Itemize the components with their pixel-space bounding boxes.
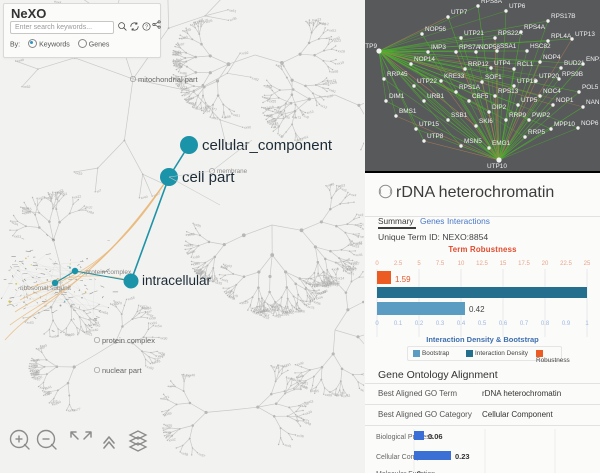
svg-text:0.5: 0.5 [478, 321, 487, 327]
svg-text:UTP4: UTP4 [494, 60, 511, 67]
svg-text:0.3: 0.3 [436, 321, 445, 327]
svg-text:RRP5: RRP5 [528, 129, 545, 136]
svg-text:12.5: 12.5 [476, 261, 488, 267]
svg-text:0.8: 0.8 [541, 321, 550, 327]
svg-text:POL5: POL5 [582, 84, 599, 91]
svg-text:NAN1: NAN1 [586, 99, 600, 106]
svg-text:Biological Process: Biological Process [376, 434, 434, 441]
svg-text:DIM1: DIM1 [389, 93, 405, 100]
svg-text:15: 15 [500, 261, 507, 267]
svg-text:IMP3: IMP3 [431, 44, 446, 51]
svg-text:UTP7: UTP7 [451, 9, 468, 16]
svg-text:...protein complex: ...protein complex [80, 269, 132, 276]
svg-text:EMG1: EMG1 [492, 140, 511, 147]
svg-text:UTP6: UTP6 [509, 3, 526, 10]
svg-text:MPP10: MPP10 [554, 121, 575, 128]
svg-text:NOP4: NOP4 [543, 54, 561, 61]
svg-text:UTP20: UTP20 [539, 73, 559, 80]
svg-text:CBF5: CBF5 [472, 93, 489, 100]
svg-text:7.5: 7.5 [436, 261, 445, 267]
svg-text:NOC4: NOC4 [543, 88, 561, 95]
svg-text:RPS1A: RPS1A [459, 84, 481, 91]
svg-text:SOF1: SOF1 [485, 74, 502, 81]
svg-text:nuclear part: nuclear part [102, 366, 143, 375]
svg-text:membrane: membrane [217, 168, 248, 175]
svg-text:0.2: 0.2 [415, 321, 424, 327]
svg-text:UTP13: UTP13 [575, 31, 595, 38]
svg-text:25: 25 [584, 261, 591, 267]
svg-text:10: 10 [458, 261, 465, 267]
svg-text:RPS4A: RPS4A [524, 24, 546, 31]
svg-text:SSB1: SSB1 [451, 112, 468, 119]
svg-text:0.23: 0.23 [455, 452, 470, 461]
svg-text:PWP2: PWP2 [532, 112, 551, 119]
svg-text:UTP15: UTP15 [419, 121, 439, 128]
svg-text:0.1: 0.1 [394, 321, 403, 327]
svg-text:NOP6: NOP6 [581, 120, 599, 127]
svg-text:0.42: 0.42 [469, 305, 485, 314]
svg-text:RRP9: RRP9 [509, 112, 526, 119]
svg-text:UTP21: UTP21 [464, 30, 484, 37]
svg-text:RPS17B: RPS17B [551, 13, 576, 20]
svg-text:RRP45: RRP45 [387, 71, 408, 78]
svg-text:5: 5 [417, 261, 421, 267]
svg-text:RPS8A: RPS8A [481, 0, 503, 5]
svg-text:SKI6: SKI6 [479, 118, 493, 125]
svg-text:0.6: 0.6 [499, 321, 508, 327]
svg-text:NOP14: NOP14 [414, 56, 435, 63]
svg-text:ENP1: ENP1 [586, 56, 600, 63]
svg-text:DIP2: DIP2 [492, 104, 507, 111]
svg-text:BMS1: BMS1 [399, 108, 417, 115]
svg-text:NOP56: NOP56 [425, 26, 446, 33]
svg-text:URB1: URB1 [427, 93, 444, 100]
svg-text:2.5: 2.5 [394, 261, 403, 267]
svg-text:0.9: 0.9 [562, 321, 571, 327]
svg-text:22.5: 22.5 [560, 261, 572, 267]
svg-text:intracellular: intracellular [142, 273, 212, 288]
svg-text:RPL4A: RPL4A [551, 33, 572, 40]
svg-text:UTP8: UTP8 [427, 133, 444, 140]
svg-text:protein complex: protein complex [102, 336, 155, 345]
svg-text:SSA1: SSA1 [500, 43, 517, 50]
svg-text:RPS7A: RPS7A [459, 44, 481, 51]
svg-text:0.06: 0.06 [428, 432, 443, 441]
svg-text:cellular_component: cellular_component [202, 137, 333, 154]
svg-text:RCL1: RCL1 [517, 61, 534, 68]
svg-text:KRE33: KRE33 [444, 73, 465, 80]
svg-text:UTP5: UTP5 [521, 97, 538, 104]
svg-text:RPS13: RPS13 [498, 88, 519, 95]
svg-text:RPS22A: RPS22A [498, 30, 523, 37]
svg-text:1: 1 [585, 321, 589, 327]
svg-text:ribosomal subunit: ribosomal subunit [20, 285, 71, 292]
svg-text:0: 0 [375, 261, 379, 267]
svg-text:0.7: 0.7 [520, 321, 529, 327]
svg-text:UTP10: UTP10 [487, 163, 507, 170]
svg-text:NOP1: NOP1 [556, 97, 574, 104]
svg-text:UTP22: UTP22 [417, 78, 437, 85]
svg-text:0: 0 [375, 321, 379, 327]
svg-text:20: 20 [542, 261, 549, 267]
svg-text:0.4: 0.4 [457, 321, 466, 327]
svg-text:1.59: 1.59 [395, 275, 411, 284]
svg-text:HSC82: HSC82 [530, 43, 551, 50]
svg-text:UTP18: UTP18 [517, 78, 537, 85]
svg-text:mitochondrial part: mitochondrial part [138, 75, 199, 84]
svg-text:MSN5: MSN5 [464, 138, 482, 145]
svg-text:17.5: 17.5 [518, 261, 530, 267]
svg-text:RRP12: RRP12 [468, 61, 489, 68]
svg-text:UTP9: UTP9 [365, 43, 377, 50]
svg-text:RPS9B: RPS9B [562, 71, 583, 78]
